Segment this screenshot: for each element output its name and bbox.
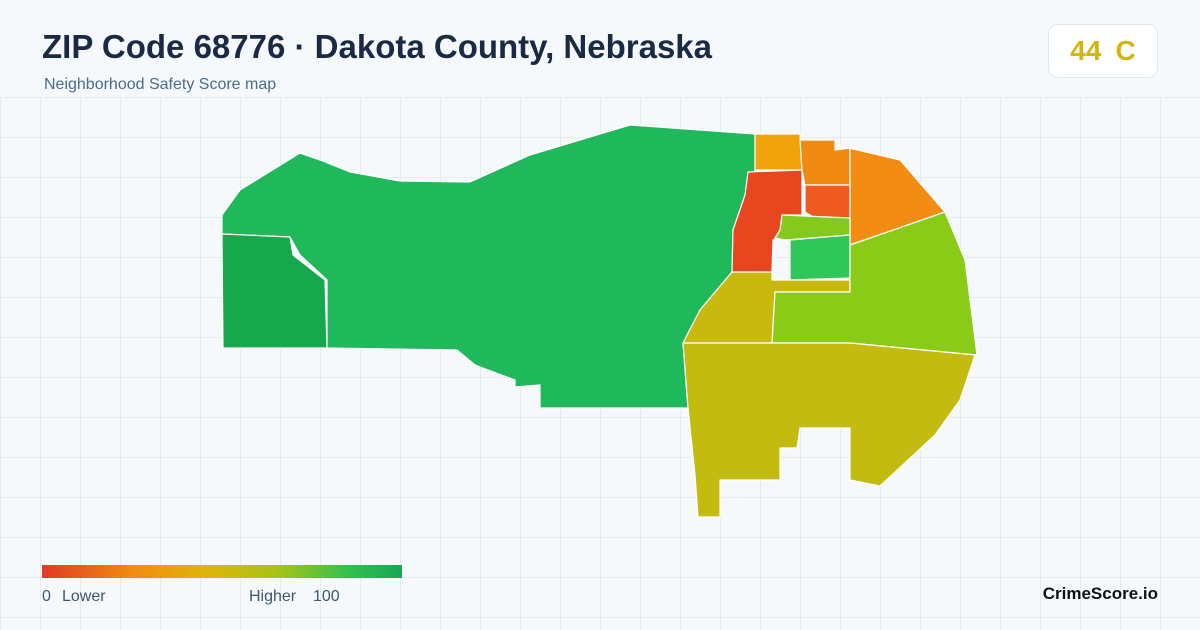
legend-gradient — [42, 565, 402, 578]
subtitle: Neighborhood Safety Score map — [44, 76, 277, 93]
legend-high-label: Higher — [249, 588, 297, 605]
score-badge: 44 C — [1048, 24, 1158, 78]
title: ZIP Code 68776 · Dakota County, Nebraska — [42, 28, 713, 65]
brand: CrimeScore.io — [1042, 584, 1158, 603]
region — [754, 133, 803, 171]
legend-min: 0 — [42, 588, 51, 605]
region — [682, 342, 976, 518]
region — [789, 234, 851, 281]
score-value: 44 — [1070, 35, 1102, 66]
legend-max: 100 — [313, 588, 340, 605]
score-grade: C — [1115, 35, 1136, 66]
region — [804, 184, 851, 219]
region — [221, 233, 328, 349]
legend-low-label: Lower — [62, 588, 106, 605]
region — [731, 169, 803, 273]
